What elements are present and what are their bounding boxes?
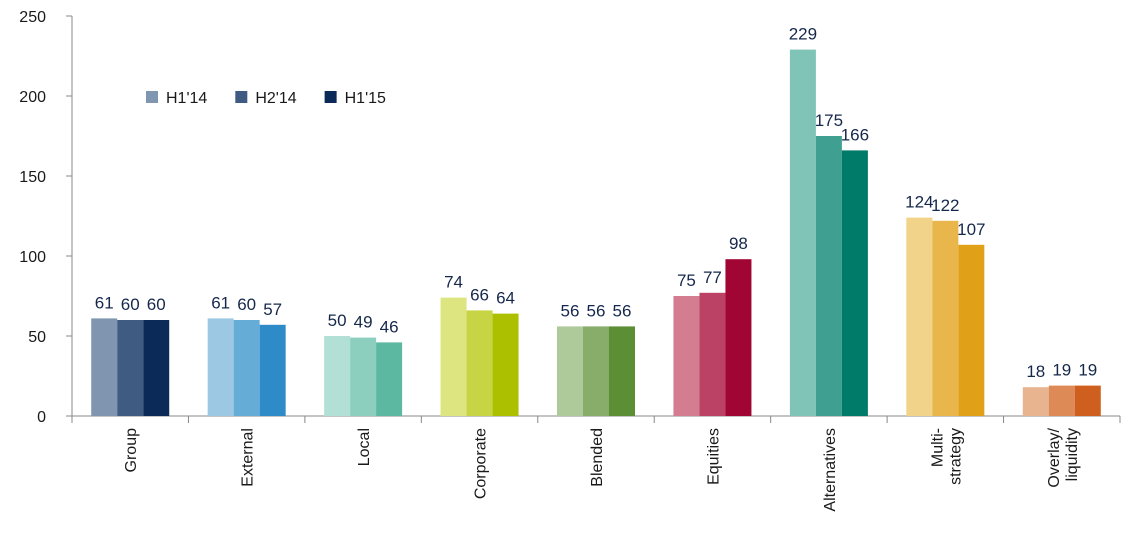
bar bbox=[233, 320, 260, 416]
value-label: 77 bbox=[703, 268, 722, 287]
value-label: 122 bbox=[931, 196, 959, 215]
bar bbox=[350, 337, 377, 416]
bar bbox=[117, 320, 144, 416]
value-label: 66 bbox=[470, 285, 489, 304]
y-tick-label: 0 bbox=[37, 409, 46, 426]
legend-label: H1'14 bbox=[166, 90, 207, 107]
bar bbox=[932, 220, 959, 416]
bar bbox=[906, 217, 933, 416]
bar bbox=[376, 342, 403, 416]
bar bbox=[143, 320, 170, 416]
bar bbox=[207, 318, 234, 416]
value-label: 124 bbox=[905, 193, 933, 212]
x-tick-label: Corporate bbox=[473, 428, 490, 499]
value-label: 46 bbox=[380, 317, 399, 336]
y-tick-label: 100 bbox=[19, 249, 46, 266]
y-tick-label: 200 bbox=[19, 89, 46, 106]
bar bbox=[725, 259, 752, 416]
value-label: 50 bbox=[328, 311, 347, 330]
bar bbox=[557, 326, 583, 416]
value-label: 60 bbox=[147, 295, 166, 314]
legend-swatch bbox=[235, 91, 248, 103]
bar bbox=[492, 313, 519, 416]
legend-label: H2'14 bbox=[255, 90, 296, 107]
x-tick-label: Local bbox=[356, 428, 373, 466]
y-tick-label: 250 bbox=[19, 9, 46, 26]
bar bbox=[440, 297, 467, 416]
value-label: 56 bbox=[561, 301, 580, 320]
y-tick-label: 50 bbox=[28, 329, 46, 346]
legend-swatch bbox=[324, 91, 337, 103]
bar bbox=[466, 310, 493, 416]
bar bbox=[699, 292, 726, 416]
x-tick-label: Equities bbox=[705, 428, 722, 485]
value-label: 61 bbox=[211, 293, 230, 312]
value-label: 19 bbox=[1078, 361, 1097, 380]
value-label: 60 bbox=[237, 295, 256, 314]
bar bbox=[958, 244, 985, 416]
value-label: 56 bbox=[613, 301, 632, 320]
x-tick-label: Multi-strategy bbox=[929, 428, 964, 485]
value-label: 75 bbox=[677, 271, 696, 290]
value-label: 175 bbox=[815, 111, 843, 130]
legend-swatch bbox=[146, 91, 158, 103]
bar bbox=[583, 326, 609, 416]
x-tick-label: Overlay/liquidity bbox=[1046, 427, 1081, 487]
value-label: 229 bbox=[789, 25, 817, 44]
value-label: 98 bbox=[729, 234, 748, 253]
legend-label: H1'15 bbox=[345, 90, 386, 107]
bar bbox=[1022, 387, 1049, 416]
bar bbox=[1074, 385, 1101, 416]
bar bbox=[841, 150, 868, 416]
x-tick-label: External bbox=[240, 428, 257, 487]
bar bbox=[1048, 385, 1075, 416]
value-label: 61 bbox=[95, 293, 114, 312]
bar bbox=[789, 49, 816, 416]
bar bbox=[815, 136, 842, 416]
x-tick-label: Group bbox=[123, 428, 140, 473]
value-label: 18 bbox=[1026, 362, 1045, 381]
bar bbox=[259, 324, 286, 416]
value-label: 56 bbox=[587, 301, 606, 320]
value-label: 49 bbox=[354, 313, 373, 332]
bar bbox=[673, 296, 700, 416]
value-label: 64 bbox=[496, 289, 515, 308]
bar bbox=[324, 336, 351, 416]
y-tick-label: 150 bbox=[19, 169, 46, 186]
value-label: 166 bbox=[841, 125, 869, 144]
x-tick-label: Blended bbox=[589, 428, 606, 487]
value-label: 60 bbox=[121, 295, 140, 314]
value-label: 19 bbox=[1052, 361, 1071, 380]
bar bbox=[91, 318, 118, 416]
value-label: 57 bbox=[263, 300, 282, 319]
x-tick-label: Alternatives bbox=[822, 428, 839, 512]
bar bbox=[609, 326, 635, 416]
value-label: 74 bbox=[444, 273, 463, 292]
value-label: 107 bbox=[957, 220, 985, 239]
